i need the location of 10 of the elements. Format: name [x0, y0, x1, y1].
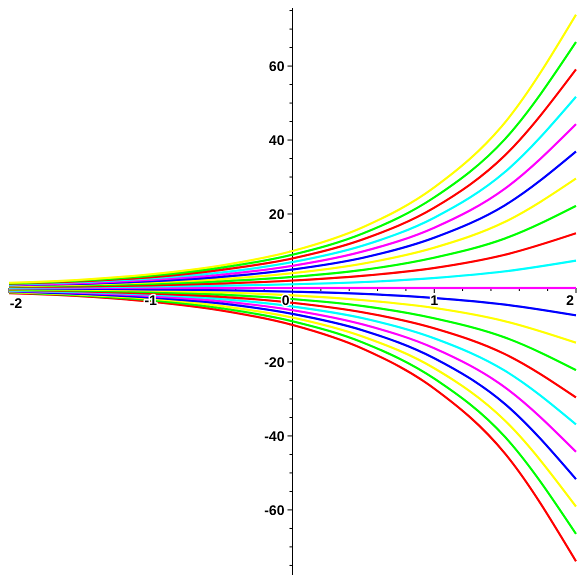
y-tick-label: 40 — [268, 132, 285, 148]
x-tick-label: 2 — [566, 292, 574, 308]
x-tick-label: 0 — [282, 292, 290, 308]
y-tick-label: 20 — [268, 206, 285, 222]
y-tick-label: -20 — [264, 354, 285, 370]
y-tick-label: -60 — [264, 502, 285, 518]
x-tick-label: -1 — [144, 292, 158, 308]
y-tick-label: 60 — [268, 58, 285, 74]
x-tick-label: -2 — [10, 294, 22, 311]
y-tick-label: -40 — [264, 428, 285, 444]
